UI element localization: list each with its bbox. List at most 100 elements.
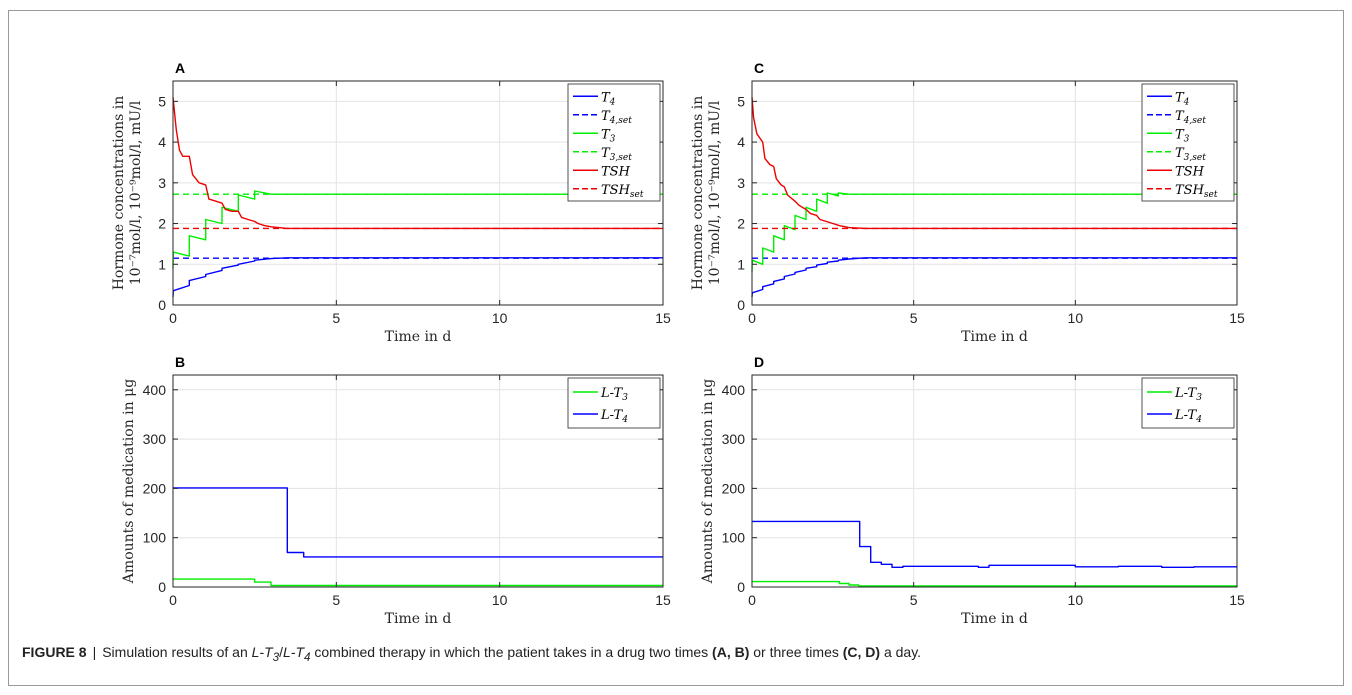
legend-label-a-2: T3 <box>601 127 616 144</box>
caption-drug-2: L-T4 <box>283 644 310 664</box>
legend-box-c <box>1141 83 1235 202</box>
panel-c-hormone-chart: 0 5 10 15 0 1 2 3 4 5 C Time in d Hormone concentrat… <box>690 60 1245 345</box>
tick-label-y-b-3: 300 <box>143 431 167 447</box>
series-a-0 <box>172 257 663 297</box>
tick-label-y-d-1: 100 <box>722 530 746 546</box>
y-axis-label-line1-c: Hormone concentrations in <box>690 96 706 291</box>
tick-label-y-c-2: 2 <box>737 216 745 232</box>
caption-separator: | <box>92 644 97 660</box>
legend-label-c-3: T3,set <box>1175 146 1206 163</box>
y-axis-label-line2-c: 10⁻⁷mol/l, 10⁻⁹mol/l, mU/l <box>707 100 723 285</box>
series-c-2 <box>751 192 1237 273</box>
tick-label-y-b-0: 0 <box>158 579 166 595</box>
legend-label-d-0: L-T3 <box>1174 386 1202 403</box>
tick-label-y-d-4: 400 <box>722 382 746 398</box>
tick-label-x-a-3: 15 <box>655 310 671 326</box>
panel-d-medication-chart: 0 5 10 15 0 100 200 300 400 D Time in d Amounts of … <box>700 354 1245 627</box>
tick-label-y-d-2: 200 <box>722 480 746 496</box>
figure-caption: FIGURE 8 | Simulation results of an L-T3/L… <box>22 644 1332 664</box>
legend-label-c-4: TSH <box>1175 164 1205 179</box>
panel-letter-d: D <box>754 354 764 370</box>
tick-label-y-a-4: 4 <box>158 134 166 150</box>
panel-letter-c: C <box>754 60 764 76</box>
series-c-4 <box>751 97 1237 230</box>
series-d-1 <box>752 520 1237 568</box>
tick-label-x-d-0: 0 <box>748 592 756 608</box>
axes-box-a <box>172 80 664 306</box>
series-a-2 <box>172 190 663 269</box>
legend-label-a-5: TSHset <box>601 183 644 200</box>
legend-label-a-0: T4 <box>601 90 616 107</box>
y-axis-label-line1-a: Hormone concentrations in <box>111 96 127 291</box>
y-axis-label-b: Amounts of medication in μg <box>121 379 137 584</box>
legend-box-b <box>567 377 661 429</box>
caption-text-2: combined therapy in which the patient ta… <box>310 644 713 660</box>
axes-box-d <box>751 374 1238 588</box>
caption-drug-1: L-T3 <box>251 644 279 664</box>
panel-a-hormone-chart: 0 5 10 15 0 1 2 3 4 5 A Time in d Hormone concentrat… <box>111 60 671 345</box>
legend-box-d <box>1141 377 1235 429</box>
legend-label-c-1: T4,set <box>1175 109 1206 126</box>
tick-label-x-a-1: 5 <box>332 310 340 326</box>
figure-frame <box>8 10 1344 686</box>
tick-label-x-d-1: 5 <box>910 592 918 608</box>
tick-label-y-c-5: 5 <box>737 93 745 109</box>
legend-label-c-2: T3 <box>1175 127 1190 144</box>
caption-drug-1-text: L-T <box>251 644 273 660</box>
tick-label-y-b-2: 200 <box>143 480 167 496</box>
tick-label-x-c-3: 15 <box>1229 310 1245 326</box>
tick-label-y-a-5: 5 <box>158 93 166 109</box>
legend-label-a-3: T3,set <box>601 146 632 163</box>
tick-label-y-d-0: 0 <box>737 579 745 595</box>
x-axis-label-a: Time in d <box>385 329 452 345</box>
y-axis-label-d: Amounts of medication in μg <box>700 379 716 584</box>
series-d-0 <box>752 580 1237 587</box>
tick-label-y-b-4: 400 <box>143 382 167 398</box>
tick-label-x-c-2: 10 <box>1068 310 1084 326</box>
tick-label-x-d-2: 10 <box>1068 592 1084 608</box>
tick-label-x-b-1: 5 <box>332 592 340 608</box>
tick-label-y-b-1: 100 <box>143 530 167 546</box>
axes-box-b <box>172 374 664 588</box>
caption-label: FIGURE 8 <box>22 644 87 660</box>
series-c-0 <box>751 257 1237 297</box>
x-axis-label-b: Time in d <box>385 611 452 627</box>
series-b-1 <box>173 487 663 558</box>
caption-text-3: or three times <box>749 644 843 660</box>
tick-label-x-c-0: 0 <box>748 310 756 326</box>
panel-letter-b: B <box>175 354 185 370</box>
legend-label-d-1: L-T4 <box>1174 408 1202 425</box>
x-axis-label-c: Time in d <box>961 329 1028 345</box>
legend-label-a-4: TSH <box>601 164 631 179</box>
y-axis-label-line2-a: 10⁻⁷mol/l, 10⁻⁹mol/l, mU/l <box>128 100 144 285</box>
tick-label-y-d-3: 300 <box>722 431 746 447</box>
caption-drug-2-text: L-T <box>283 644 304 660</box>
legend-label-c-0: T4 <box>1175 90 1190 107</box>
x-axis-label-d: Time in d <box>961 611 1028 627</box>
legend-label-b-1: L-T4 <box>600 408 628 425</box>
tick-label-y-c-1: 1 <box>737 256 745 272</box>
legend-label-b-0: L-T3 <box>600 386 628 403</box>
tick-label-y-a-1: 1 <box>158 256 166 272</box>
panel-b-medication-chart: 0 5 10 15 0 100 200 300 400 B Time in d Amounts of … <box>121 354 671 627</box>
tick-label-x-a-0: 0 <box>169 310 177 326</box>
tick-label-x-b-2: 10 <box>492 592 508 608</box>
caption-drug-1-sub: 3 <box>272 650 280 664</box>
tick-label-x-a-2: 10 <box>492 310 508 326</box>
tick-label-y-a-3: 3 <box>158 175 166 191</box>
tick-label-x-d-3: 15 <box>1229 592 1245 608</box>
panel-letter-a: A <box>175 60 185 76</box>
tick-label-y-c-0: 0 <box>737 297 745 313</box>
tick-label-y-a-0: 0 <box>158 297 166 313</box>
legend-label-c-5: TSHset <box>1175 183 1218 200</box>
axes-box-c <box>751 80 1238 306</box>
caption-ref-2: (C, D) <box>842 644 881 660</box>
legend-label-a-1: T4,set <box>601 109 632 126</box>
caption-drug-2-sub: 4 <box>304 650 311 664</box>
tick-label-y-a-2: 2 <box>158 216 166 232</box>
tick-label-x-b-3: 15 <box>655 592 671 608</box>
caption-slash: / <box>279 644 283 660</box>
tick-label-y-c-4: 4 <box>737 134 745 150</box>
tick-label-x-b-0: 0 <box>169 592 177 608</box>
